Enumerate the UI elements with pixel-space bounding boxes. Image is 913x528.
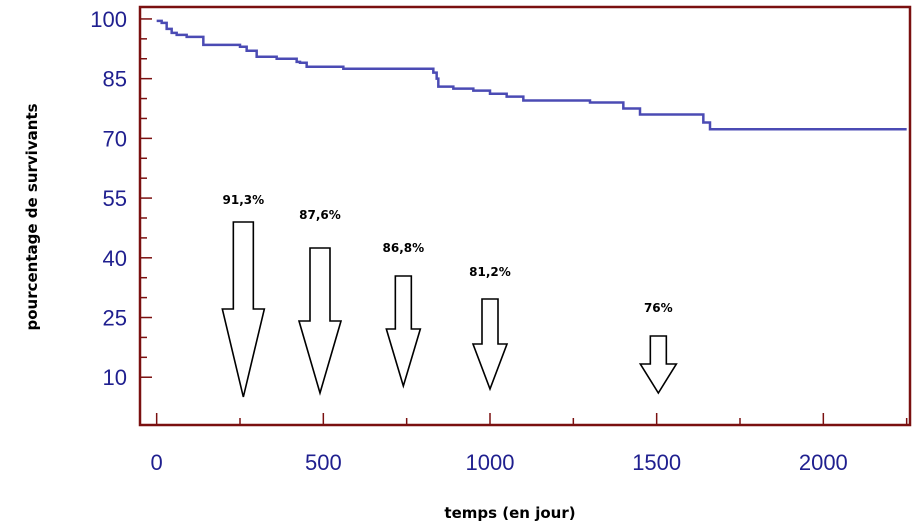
down-arrow-icon xyxy=(297,247,343,396)
y-tick-labels: 100 85 70 55 40 25 10 xyxy=(90,7,127,390)
y-tick-label: 85 xyxy=(103,67,127,92)
x-axis-title: temps (en jour) xyxy=(444,504,575,522)
annotation-label: 76% xyxy=(644,301,673,315)
annotation-label: 86,8% xyxy=(383,241,425,255)
down-arrow-icon xyxy=(638,335,678,395)
down-arrow-icon xyxy=(385,275,422,389)
y-axis-title: pourcentage de survivants xyxy=(23,103,41,330)
x-tick-label: 500 xyxy=(305,450,342,475)
y-tick-label: 10 xyxy=(103,365,127,390)
x-tick-labels: 0 500 1000 1500 2000 xyxy=(151,450,848,475)
y-tick-label: 70 xyxy=(103,126,127,151)
plot-frame xyxy=(138,5,912,427)
x-tick-label: 1000 xyxy=(466,450,515,475)
x-tick-label: 0 xyxy=(151,450,163,475)
x-tick-label: 2000 xyxy=(799,450,848,475)
annotation-label: 87,6% xyxy=(299,208,341,222)
survival-curve-line xyxy=(156,19,907,131)
annotation-label: 81,2% xyxy=(469,265,511,279)
down-arrow-icon xyxy=(221,221,266,398)
annotation-label: 91,3% xyxy=(223,193,265,207)
down-arrow-icon xyxy=(471,298,509,392)
y-tick-label: 100 xyxy=(90,7,127,32)
y-tick-label: 55 xyxy=(103,186,127,211)
annotation-arrows: 91,3% 87,6% 86,8% 81,2% 76% xyxy=(221,193,678,398)
y-tick-label: 25 xyxy=(103,306,127,331)
y-tick-label: 40 xyxy=(103,246,127,271)
tick-marks xyxy=(140,18,908,425)
x-tick-label: 1500 xyxy=(632,450,681,475)
